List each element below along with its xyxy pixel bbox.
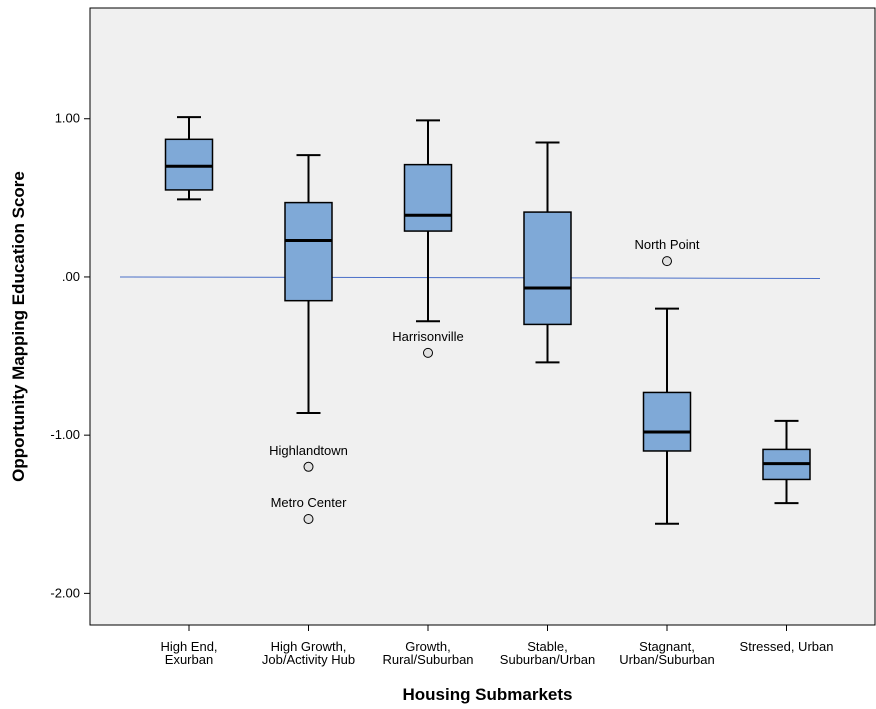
outlier-label: Highlandtown (269, 443, 348, 458)
box-group: Harrisonville (392, 119, 464, 358)
box-group (523, 141, 572, 364)
iqr-box (523, 211, 572, 326)
y-axis-title: Opportunity Mapping Education Score (9, 171, 28, 482)
y-tick-label: -2.00 (50, 585, 80, 600)
iqr-box (164, 138, 214, 191)
x-category-label: Stable, (527, 639, 567, 654)
iqr-box (642, 391, 692, 452)
outlier-label: Harrisonville (392, 329, 464, 344)
y-tick-label: .00 (62, 269, 80, 284)
box-group: Highlandtown Metro Center (269, 154, 348, 525)
x-category-label: Growth, (405, 639, 451, 654)
outlier-point (423, 347, 433, 358)
outlier-point (303, 514, 314, 525)
outlier-label: Metro Center (271, 495, 348, 510)
zero-reference-line (119, 276, 821, 279)
x-category-label: High End, (160, 639, 217, 654)
box-group: North Point (634, 237, 700, 525)
iqr-box (284, 201, 333, 302)
box-series: Highlandtown Metro Center Harrisonville Nor… (164, 116, 811, 525)
plot-area (89, 7, 876, 626)
x-category-label: Suburban/Urban (500, 652, 595, 667)
x-category-label: Exurban (165, 652, 213, 667)
outlier-point (662, 256, 672, 267)
outlier-point (303, 461, 314, 472)
x-category-label: Urban/Suburban (619, 652, 714, 667)
x-axis-title: Housing Submarkets (402, 685, 572, 704)
box-group (762, 419, 811, 505)
y-tick-label: 1.00 (55, 111, 80, 126)
x-category-label: Job/Activity Hub (262, 652, 355, 667)
x-category-label: Stagnant, (639, 639, 695, 654)
x-axis: High End,Exurban High Growth,Job/Activity… (160, 625, 833, 667)
iqr-box (403, 163, 453, 232)
x-category-label: Rural/Suburban (382, 652, 473, 667)
y-tick-label: -1.00 (50, 427, 80, 442)
x-category-label: High Growth, (271, 639, 347, 654)
y-axis: 1.00 .00 -1.00 -2.00 (50, 111, 90, 600)
outlier-label: North Point (634, 237, 699, 252)
box-group (164, 116, 214, 201)
x-category-label: Stressed, Urban (740, 639, 834, 654)
